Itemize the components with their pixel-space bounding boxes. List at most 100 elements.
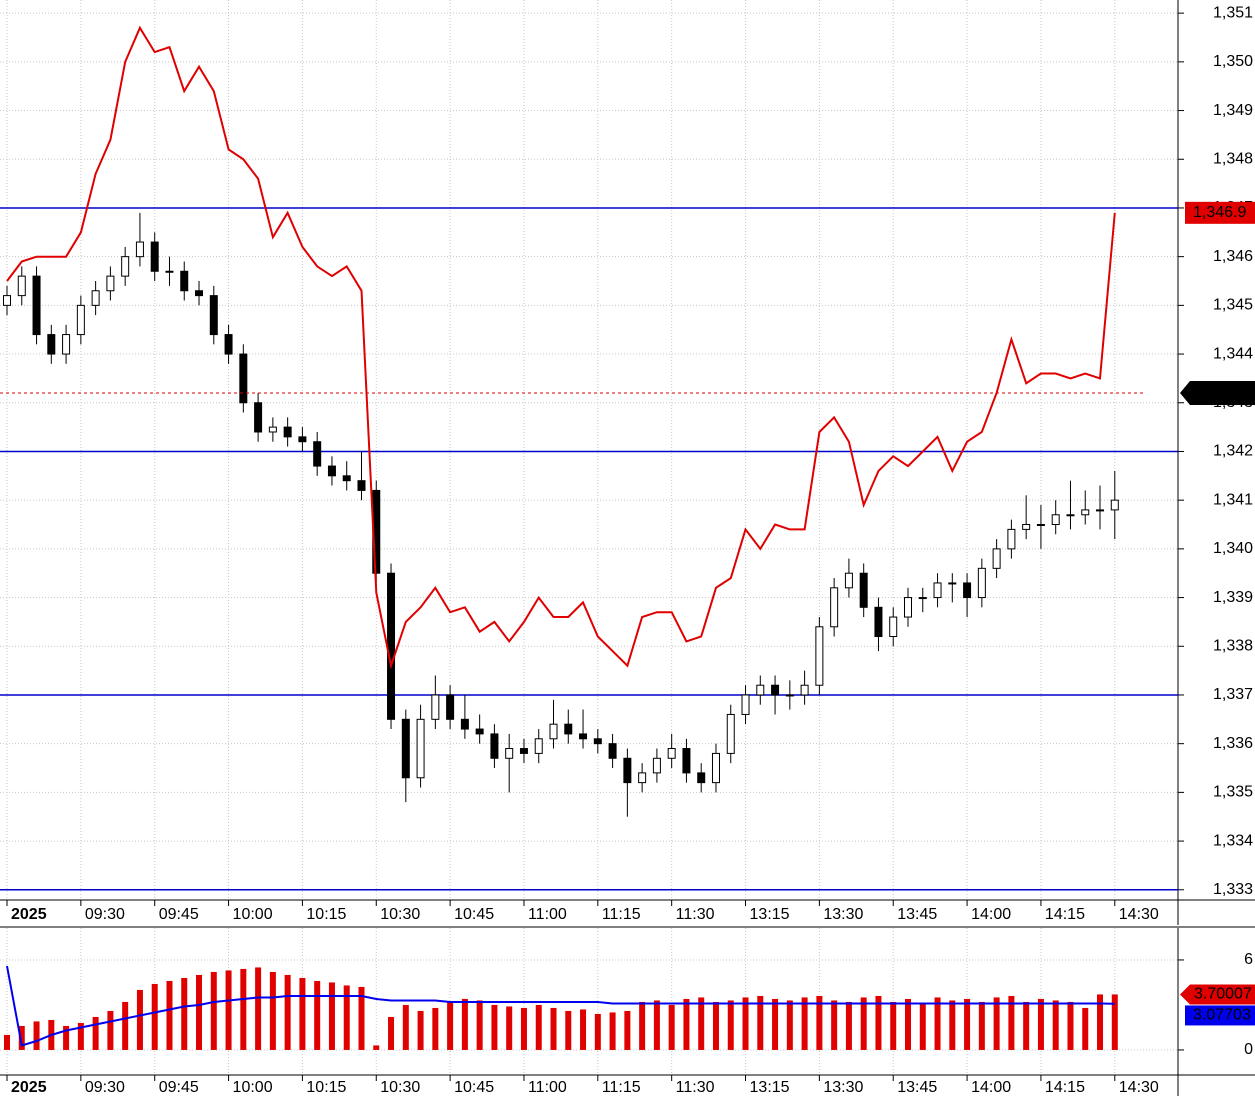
candle-body bbox=[313, 441, 322, 467]
candle-body bbox=[697, 772, 706, 784]
bar bbox=[609, 1012, 616, 1050]
y-tick-label: 1,348 bbox=[1213, 150, 1253, 167]
y-tick-label: 0 bbox=[1244, 1041, 1253, 1058]
bar bbox=[373, 1045, 380, 1050]
candle-body bbox=[549, 723, 558, 740]
candle-body bbox=[401, 718, 410, 779]
x-tick-label: 14:15 bbox=[1045, 906, 1085, 923]
bar bbox=[904, 998, 911, 1050]
x-tick-label: 09:30 bbox=[85, 1079, 125, 1096]
bar bbox=[166, 980, 173, 1050]
y-tick-label: 6 bbox=[1244, 951, 1253, 968]
x-tick-label: 09:45 bbox=[159, 1079, 199, 1096]
candle-body bbox=[623, 757, 632, 784]
bar bbox=[491, 1004, 498, 1050]
bar bbox=[978, 1001, 985, 1050]
bar bbox=[845, 1001, 852, 1050]
candle-body bbox=[593, 738, 602, 745]
bar bbox=[210, 971, 217, 1050]
y-tick-label: 1,336 bbox=[1213, 735, 1253, 752]
bar bbox=[255, 967, 262, 1050]
bar bbox=[151, 983, 158, 1050]
bar bbox=[240, 968, 247, 1050]
candle-body bbox=[889, 616, 898, 638]
bar bbox=[653, 1000, 660, 1050]
candle-body bbox=[3, 295, 12, 306]
bar bbox=[284, 974, 291, 1050]
candle-body bbox=[963, 582, 972, 599]
candle-body bbox=[298, 436, 307, 443]
bar bbox=[949, 1000, 956, 1050]
candle-body bbox=[918, 597, 927, 600]
y-tick-label: 1,335 bbox=[1213, 784, 1253, 801]
bar bbox=[18, 1025, 25, 1050]
x-tick-label: 14:00 bbox=[971, 906, 1011, 923]
bar bbox=[594, 1013, 601, 1050]
bar bbox=[136, 989, 143, 1050]
x-tick-label: 09:45 bbox=[159, 906, 199, 923]
candle-body bbox=[32, 275, 41, 336]
x-tick-label: 11:00 bbox=[528, 1079, 567, 1096]
bar bbox=[757, 995, 764, 1050]
x-tick-label: 10:15 bbox=[306, 1079, 346, 1096]
marker-label: 1,343.2 bbox=[1194, 384, 1247, 401]
bar bbox=[964, 998, 971, 1050]
bar bbox=[432, 1007, 439, 1050]
x-tick-label: 2025 bbox=[11, 906, 47, 923]
candle-body bbox=[977, 567, 986, 599]
y-tick-label: 1,346 bbox=[1213, 248, 1253, 265]
x-tick-label: 13:30 bbox=[823, 906, 863, 923]
bar bbox=[919, 1003, 926, 1050]
candle-body bbox=[180, 270, 189, 292]
candle-body bbox=[830, 587, 839, 628]
bar-last-label-box bbox=[1180, 984, 1255, 1005]
candle-body bbox=[933, 582, 942, 599]
candle-body bbox=[460, 718, 469, 730]
candle-body bbox=[1007, 528, 1016, 550]
bar bbox=[624, 1010, 631, 1050]
candle-body bbox=[135, 241, 144, 258]
line-last-label-box bbox=[1185, 201, 1255, 224]
candle-body bbox=[91, 290, 100, 306]
bar bbox=[772, 998, 779, 1050]
bar bbox=[875, 995, 882, 1050]
candle-body bbox=[62, 334, 71, 355]
candle-body bbox=[209, 295, 218, 336]
y-tick-label: 1,340 bbox=[1213, 540, 1253, 557]
x-tick-label: 11:30 bbox=[676, 906, 715, 923]
y-tick-label: 1,333 bbox=[1213, 881, 1253, 898]
bar bbox=[196, 974, 203, 1050]
candle-body bbox=[903, 597, 912, 618]
bar bbox=[860, 997, 867, 1050]
candle-body bbox=[874, 606, 883, 638]
candle-body bbox=[106, 275, 115, 292]
bar bbox=[993, 997, 1000, 1050]
candle-body bbox=[652, 757, 661, 774]
x-tick-label: 13:15 bbox=[750, 906, 790, 923]
bar bbox=[447, 1001, 454, 1050]
y-tick-label: 1,342 bbox=[1213, 443, 1253, 460]
bar bbox=[816, 995, 823, 1050]
candle-body bbox=[121, 256, 130, 277]
candle-body bbox=[342, 475, 351, 482]
bar bbox=[831, 1000, 838, 1050]
x-tick-label: 14:15 bbox=[1045, 1079, 1085, 1096]
bar-last-label: 3.70007 bbox=[1194, 986, 1252, 1003]
x-tick-label: 10:00 bbox=[233, 906, 273, 923]
candle-body bbox=[711, 752, 720, 784]
candle-body bbox=[534, 738, 543, 754]
candle-body bbox=[638, 772, 647, 784]
bar bbox=[890, 1001, 897, 1050]
candle-body bbox=[800, 684, 809, 696]
candle-body bbox=[1096, 509, 1105, 512]
candle-body bbox=[490, 733, 499, 759]
bar bbox=[786, 1000, 793, 1050]
x-tick-label: 13:15 bbox=[750, 1079, 790, 1096]
y-tick-label: 1,345 bbox=[1213, 297, 1253, 314]
bar bbox=[107, 1010, 114, 1050]
candle-body bbox=[667, 748, 676, 759]
bar bbox=[535, 1004, 542, 1050]
